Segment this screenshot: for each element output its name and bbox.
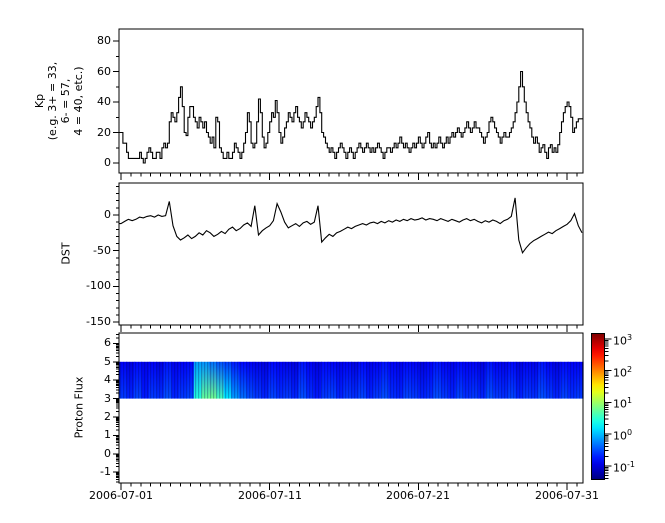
x-tick-label-jul01: 2006-07-01 (89, 489, 153, 502)
x-tick-label-jul21: 2006-07-21 (386, 489, 450, 502)
kp-axis-label-line: Kp (33, 93, 46, 109)
y-tick-label: 0 (104, 208, 111, 221)
y-tick-label: 1 (104, 428, 111, 442)
y-tick-label: 0 (104, 156, 111, 169)
colorbar-tick-label: 100 (613, 428, 633, 443)
y-tick-label: 60 (97, 64, 111, 78)
y-tick-label: 3 (104, 391, 111, 405)
y-tick-label: -50 (93, 243, 111, 257)
y-tick-label: -150 (86, 315, 111, 329)
y-tick-label: 0 (104, 446, 111, 460)
x-tick-label-jul31: 2006-07-31 (535, 489, 599, 502)
y-tick-label: 5 (104, 354, 111, 368)
y-tick-label: 20 (97, 125, 111, 139)
y-tick-label: 6 (104, 336, 111, 350)
y-tick-label: -100 (86, 279, 111, 293)
y-tick-label: -1 (100, 465, 111, 479)
y-tick-label: 4 (104, 373, 111, 387)
x-tick-label-jul11: 2006-07-11 (238, 489, 302, 502)
y-tick-label: 2 (104, 410, 111, 423)
colorbar (591, 333, 605, 480)
colorbar-tick-label: 101 (613, 396, 633, 412)
colorbar-tick-label: 103 (613, 333, 633, 348)
y-tick-label: 80 (97, 34, 111, 47)
colorbar-tick-label: 102 (613, 364, 633, 380)
kp-axis-label-line: (e.g. 3+ = 33, (46, 61, 59, 141)
colorbar-tick-label: 10-1 (613, 459, 635, 475)
y-tick-label: 40 (97, 95, 111, 108)
